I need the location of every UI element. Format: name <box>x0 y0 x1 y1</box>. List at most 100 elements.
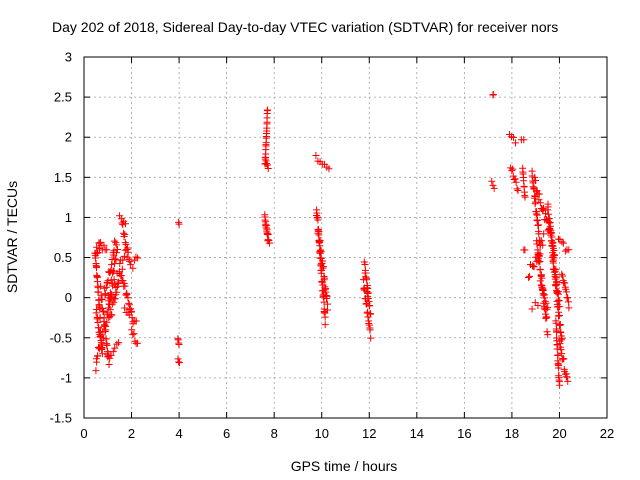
data-point <box>364 294 372 302</box>
x-tick-label: 20 <box>552 426 566 441</box>
data-point <box>108 300 116 308</box>
data-point <box>549 249 557 257</box>
data-point <box>106 354 114 362</box>
data-point <box>93 263 101 271</box>
x-tick-label: 10 <box>314 426 328 441</box>
data-point <box>559 272 567 280</box>
data-point <box>544 331 552 339</box>
data-point <box>112 241 120 249</box>
data-point <box>366 302 374 310</box>
data-point <box>521 246 529 254</box>
data-point <box>316 236 324 244</box>
data-point <box>562 247 570 255</box>
data-point <box>554 303 562 311</box>
data-point <box>538 282 546 290</box>
data-point <box>365 317 373 325</box>
data-point <box>548 233 556 241</box>
data-point <box>549 238 557 246</box>
data-point <box>565 304 573 312</box>
y-tick-label: 3 <box>65 50 72 65</box>
data-point <box>544 210 552 218</box>
data-point <box>319 293 327 301</box>
data-point <box>261 153 269 161</box>
y-tick-label: 0 <box>65 290 72 305</box>
data-point <box>175 218 183 226</box>
data-point <box>106 306 114 314</box>
data-point <box>564 294 572 302</box>
data-point <box>490 184 498 192</box>
data-point <box>264 164 272 172</box>
data-point <box>115 268 123 276</box>
y-tick-label: 1 <box>65 210 72 225</box>
data-point <box>317 248 325 256</box>
data-point <box>111 295 119 303</box>
data-point <box>98 350 106 358</box>
data-point <box>320 307 328 315</box>
data-point <box>534 302 542 310</box>
x-tick-label: 14 <box>410 426 424 441</box>
data-point <box>325 165 333 173</box>
data-point <box>555 296 563 304</box>
plot-frame <box>83 56 608 419</box>
data-point <box>316 238 324 246</box>
y-tick-label: 1.5 <box>54 170 72 185</box>
data-point <box>114 245 122 253</box>
data-point <box>123 290 131 298</box>
data-point <box>121 231 129 239</box>
data-point <box>111 237 119 245</box>
x-tick-label: 16 <box>457 426 471 441</box>
chart-title: Day 202 of 2018, Sidereal Day-to-day VTE… <box>52 19 558 35</box>
data-point <box>125 299 133 307</box>
data-point <box>134 254 142 262</box>
data-point <box>558 270 566 278</box>
data-point <box>533 240 541 248</box>
data-point <box>549 259 557 267</box>
data-point <box>513 185 521 193</box>
data-point <box>363 282 371 290</box>
data-point <box>541 294 549 302</box>
data-point <box>361 266 369 274</box>
data-point <box>174 355 182 363</box>
data-point <box>119 277 127 285</box>
y-tick-label: 2 <box>65 130 72 145</box>
data-point <box>174 336 182 344</box>
data-point <box>536 277 544 285</box>
data-point <box>117 272 125 280</box>
data-point <box>122 240 130 248</box>
data-point <box>97 282 105 290</box>
data-point <box>557 346 565 354</box>
data-point <box>175 358 183 366</box>
data-point <box>127 308 135 316</box>
data-point <box>564 377 572 385</box>
x-tick-label: 12 <box>362 426 376 441</box>
data-point <box>558 350 566 358</box>
data-point <box>535 190 543 198</box>
data-point <box>104 304 112 312</box>
data-point <box>265 239 273 247</box>
y-axis-label: SDTVAR / TECUs <box>4 181 20 293</box>
data-point <box>542 210 550 218</box>
data-point <box>533 210 541 218</box>
data-point <box>93 358 101 366</box>
data-point <box>536 199 544 207</box>
data-point <box>264 230 272 238</box>
data-point <box>359 276 367 284</box>
y-axis-ticks: -1.5 -1 -0.5 0 0.5 1 1.5 2 2.5 3 <box>50 50 607 426</box>
data-point <box>111 260 119 268</box>
data-point <box>539 287 547 295</box>
data-point <box>564 298 572 306</box>
data-point <box>133 339 141 347</box>
data-point <box>176 359 184 367</box>
data-point <box>118 219 126 227</box>
data-point <box>562 288 570 296</box>
data-points <box>91 90 573 389</box>
data-point <box>100 308 108 316</box>
data-point <box>94 352 102 360</box>
data-point <box>124 248 132 256</box>
y-tick-label: 2.5 <box>54 90 72 105</box>
data-point <box>553 289 561 297</box>
data-point <box>321 274 329 282</box>
data-point <box>103 246 111 254</box>
data-point <box>121 239 129 247</box>
data-point <box>107 351 115 359</box>
